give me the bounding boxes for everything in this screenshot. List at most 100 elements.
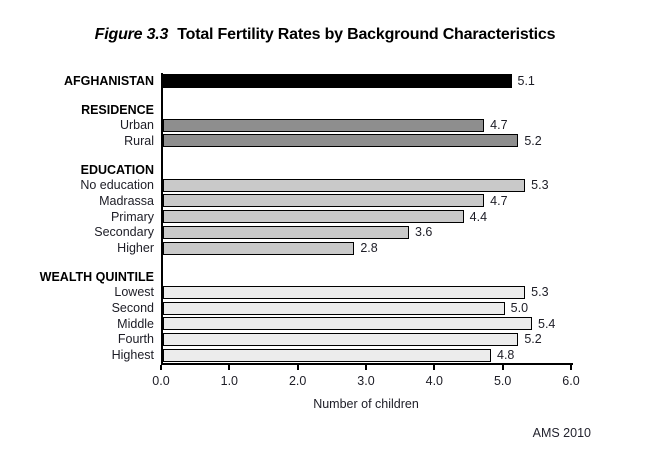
bar-row-higher: Higher 2.8 [0,240,650,256]
fertility-bar-chart: AFGHANISTAN 5.1 RESIDENCE Urban 4.7 Rural 5.2 E… [0,73,650,421]
bar-lowest [163,285,526,299]
value-label-secondary: 3.6 [415,225,433,240]
bar-plot: 5.1 [161,73,621,89]
x-tick-3.0 [365,365,367,370]
row-label-rural: Rural [124,133,154,148]
group-header-residence: RESIDENCE [0,101,650,118]
x-tick-6.0 [570,365,572,370]
bar-plot: 2.8 [161,240,621,256]
value-label-primary: 4.4 [469,209,488,224]
value-label-higher: 2.8 [360,241,378,256]
bar-madrassa [163,194,485,208]
row-label-primary: Primary [110,209,154,224]
bar-row-rural: Rural 5.2 [0,133,650,149]
row-label-madrassa: Madrassa [99,193,154,208]
row-label-higher: Higher [117,241,154,256]
x-tick-label-0.0: 0.0 [152,374,170,388]
row-label-secondary: Secondary [94,225,154,240]
bar-highest [163,348,491,362]
gap-plot [161,148,621,162]
bar-row-lowest: Lowest 5.3 [0,284,650,301]
x-axis-line: Number of children 0.0 1.0 2.0 3.0 4.0 5.0 6.0 [152,363,580,423]
x-axis-title: Number of children [313,397,419,411]
bar-row-secondary: Secondary 3.6 [0,224,650,241]
bar-plot: 4.7 [161,117,621,134]
row-label-afghanistan: AFGHANISTAN [63,73,154,88]
row-label-second: Second [111,301,154,316]
row-label-fourth: Fourth [117,332,154,347]
bar-plot: 5.3 [161,177,621,194]
bar-row-fourth: Fourth 5.2 [0,331,650,348]
value-label-afghanistan: 5.1 [517,73,535,88]
group-header-wealth-quintile: WEALTH QUINTILE [0,268,650,285]
x-tick-4.0 [433,365,436,370]
bar-row-no-education: No education 5.3 [0,177,650,194]
bar-no-education [163,178,526,192]
x-tick-label-5.0: 5.0 [493,374,512,388]
bar-urban [163,118,485,132]
header-plot [161,101,621,118]
x-tick-5.0 [501,365,504,370]
bar-fourth [163,332,519,346]
bar-plot: 5.0 [161,300,621,316]
value-label-lowest: 5.3 [531,285,549,300]
bar-row-highest: Highest 4.8 [0,347,650,363]
x-tick-2.0 [296,365,299,370]
bar-rural [163,134,519,148]
bar-afghanistan [163,73,512,88]
row-label-lowest: Lowest [114,285,154,300]
bar-plot: 4.8 [161,347,621,363]
bar-row-second: Second 5.0 [0,300,650,316]
group-header-label: RESIDENCE [81,102,154,117]
bar-plot: 4.4 [161,208,621,225]
row-label-no-education: No education [80,178,154,193]
bar-row-urban: Urban 4.7 [0,117,650,134]
header-plot [161,161,621,178]
group-gap [0,148,650,162]
x-axis: Number of children 0.0 1.0 2.0 3.0 4.0 5.0 6.0 [0,363,650,421]
bar-higher [163,241,355,255]
bar-primary [163,210,464,224]
x-tick-label-2.0: 2.0 [288,374,307,388]
bar-secondary [163,225,409,239]
group-header-label: WEALTH QUINTILE [39,269,154,284]
x-tick-label-1.0: 1.0 [220,374,239,388]
value-label-no-education: 5.3 [531,178,549,193]
bar-plot: 5.2 [161,133,621,149]
value-label-urban: 4.7 [490,118,508,133]
bar-plot: 5.4 [161,315,621,332]
gap-plot [161,88,621,102]
value-label-rural: 5.2 [524,133,542,148]
source-note: AMS 2010 [532,426,591,440]
x-tick-label-3.0: 3.0 [357,374,375,388]
bar-row-middle: Middle 5.4 [0,315,650,332]
group-gap [0,255,650,269]
chart-rows: AFGHANISTAN 5.1 RESIDENCE Urban 4.7 Rural 5.2 E… [0,73,650,363]
row-label-highest: Highest [111,348,154,363]
header-plot [161,268,621,285]
value-label-second: 5.0 [510,301,529,316]
group-header-label: EDUCATION [80,162,154,177]
x-axis-area: Number of children 0.0 1.0 2.0 3.0 4.0 5.0 6.0 [152,363,621,423]
x-tick-0.0 [160,365,162,370]
value-label-middle: 5.4 [538,316,556,331]
bar-plot: 5.2 [161,331,621,348]
gap-plot [161,255,621,269]
x-tick-label-4.0: 4.0 [425,374,444,388]
bar-row-primary: Primary 4.4 [0,208,650,225]
bar-second [163,301,505,315]
figure-heading: Total Fertility Rates by Background Char… [177,26,556,43]
bar-plot: 3.6 [161,224,621,241]
bar-middle [163,317,532,331]
value-label-madrassa: 4.7 [490,193,508,208]
row-label-middle: Middle [117,316,154,331]
figure-title: Figure 3.3 Total Fertility Rates by Backg… [0,26,650,44]
x-tick-label-6.0: 6.0 [562,374,580,388]
bar-plot: 5.3 [161,284,621,301]
bar-plot: 4.7 [161,193,621,209]
bar-row-afghanistan: AFGHANISTAN 5.1 [0,73,650,89]
group-gap [0,88,650,102]
value-label-fourth: 5.2 [524,332,542,347]
bar-row-madrassa: Madrassa 4.7 [0,193,650,209]
